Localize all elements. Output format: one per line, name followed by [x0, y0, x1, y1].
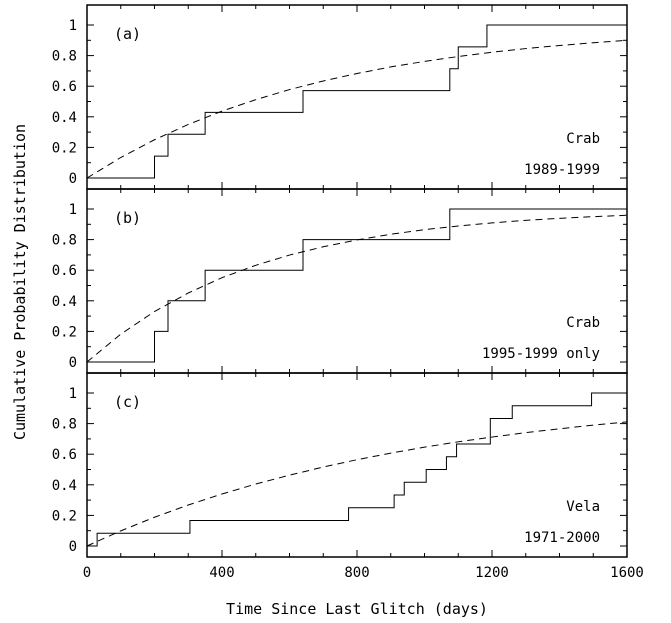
y-tick-label: 0.4	[52, 294, 77, 310]
panel-annotation: 1989-1999	[524, 162, 600, 178]
dashed-series-line	[86, 421, 628, 547]
y-tick-label: 0.6	[52, 79, 77, 95]
x-tick-label: 0	[83, 565, 91, 581]
panel-3: 0 0.2 0.4 0.6 0.8 1 (c) Vela 1971-2000	[52, 372, 628, 558]
step-series-line	[87, 24, 627, 179]
panel-tag: (c)	[114, 393, 141, 411]
y-tick-label: 0.4	[52, 478, 77, 494]
panel-annotation: Crab	[566, 315, 600, 331]
dashed-series-line	[86, 214, 628, 363]
y-tick-label: 0.8	[52, 233, 77, 249]
panel-annotation: 1971-2000	[524, 530, 600, 546]
y-tick-label: 0.6	[52, 447, 77, 463]
y-tick-label: 0	[69, 171, 77, 187]
x-tick-label: 1600	[610, 565, 644, 581]
y-tick-label: 1	[69, 202, 77, 218]
y-tick-label: 1	[69, 18, 77, 34]
x-axis-title: Time Since Last Glitch (days)	[226, 600, 488, 618]
panel-annotation: Vela	[566, 499, 600, 515]
y-tick-label: 0	[69, 539, 77, 555]
y-tick-label: 0	[69, 355, 77, 371]
y-tick-label: 0.2	[52, 140, 77, 156]
panel-tag: (a)	[114, 25, 141, 43]
x-tick-label: 1200	[475, 565, 509, 581]
dashed-series-line	[86, 39, 628, 179]
panel-1: 0 0.2 0.4 0.6 0.8 1 (a) Crab 1989-1999	[52, 4, 628, 190]
panel-2: 0 0.2 0.4 0.6 0.8 1 (b) Crab 1995-1999 only	[52, 188, 628, 374]
x-tick-label: 400	[209, 565, 234, 581]
y-tick-label: 0.8	[52, 417, 77, 433]
y-axis-title: Cumulative Probability Distribution	[11, 124, 29, 440]
y-tick-label: 0.6	[52, 263, 77, 279]
y-tick-label: 0.2	[52, 324, 77, 340]
y-tick-label: 0.2	[52, 508, 77, 524]
y-tick-label: 0.4	[52, 110, 77, 126]
x-tick-label: 800	[344, 565, 369, 581]
step-series-line	[87, 392, 627, 547]
panel-annotation: Crab	[566, 131, 600, 147]
y-tick-label: 0.8	[52, 49, 77, 65]
step-series-line	[87, 208, 627, 363]
panel-annotation: 1995-1999 only	[482, 346, 600, 362]
y-tick-label: 1	[69, 386, 77, 402]
panel-tag: (b)	[114, 209, 141, 227]
